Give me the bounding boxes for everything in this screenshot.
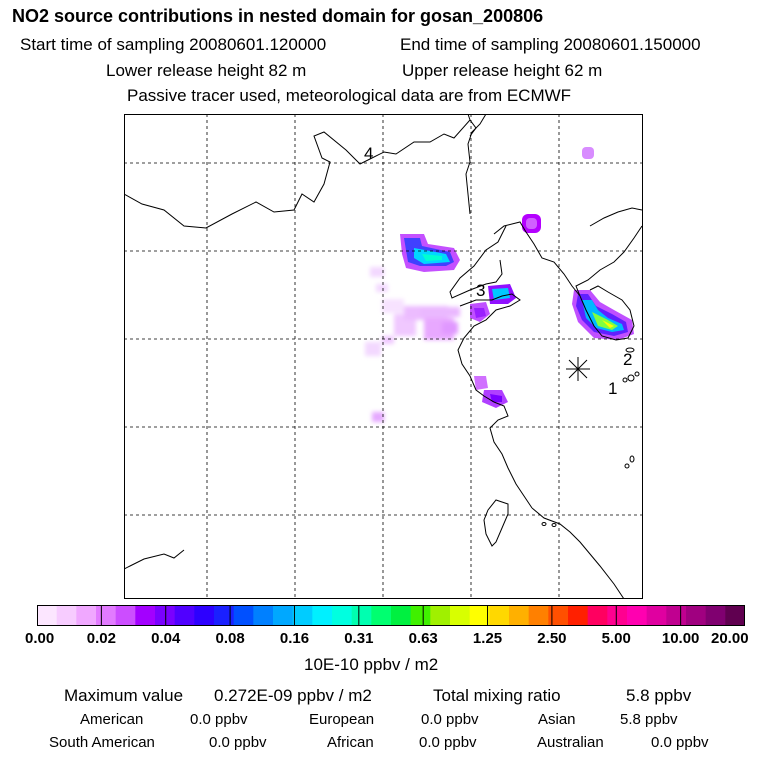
end-time-label: End time of sampling 20080601.150000 <box>400 35 701 54</box>
region-name-european: European <box>309 711 375 728</box>
region-value-african: 0.0 ppbv <box>419 734 477 751</box>
colorbar-cell <box>155 605 176 626</box>
colorbar-cell <box>705 605 726 626</box>
colorbar-cell <box>528 605 549 626</box>
colorbar-cell <box>371 605 392 626</box>
colorbar-tick-label: 2.50 <box>537 630 567 647</box>
colorbar-cell <box>76 605 97 626</box>
colorbar-cell <box>174 605 195 626</box>
region-label-3: 3 <box>476 281 485 300</box>
region-value-south-american: 0.0 ppbv <box>209 734 267 751</box>
map-frame <box>124 114 643 599</box>
colorbar-cell <box>312 605 333 626</box>
colorbar-cell <box>96 605 117 626</box>
region-name-south-american: South American <box>49 734 155 751</box>
colorbar-cell <box>430 605 451 626</box>
colorbar-cell <box>391 605 412 626</box>
colorbar-cell <box>194 605 215 626</box>
colorbar-cell <box>587 605 608 626</box>
colorbar-cell <box>56 605 77 626</box>
colorbar-cell <box>489 605 510 626</box>
receptor-marker <box>566 357 590 381</box>
colorbar-tick-label: 0.04 <box>151 630 181 647</box>
colorbar-tick-label: 5.00 <box>601 630 631 647</box>
colorbar-cell <box>568 605 589 626</box>
colorbar-cell <box>332 605 353 626</box>
colorbar-cell <box>214 605 235 626</box>
colorbar-tick-label: 0.31 <box>344 630 374 647</box>
colorbar-cell <box>607 605 628 626</box>
region-name-american: American <box>80 711 144 728</box>
colorbar-tick-label: 0.02 <box>86 630 116 647</box>
colorbar-cell <box>292 605 313 626</box>
colorbar-cell <box>627 605 648 626</box>
region-label-1: 1 <box>608 379 617 398</box>
colorbar-cell <box>686 605 707 626</box>
colorbar-cell <box>273 605 294 626</box>
region-name-asian: Asian <box>538 711 576 728</box>
faint-source-plumes <box>365 267 460 422</box>
colorbar-cell <box>646 605 667 626</box>
colorbar-cell <box>351 605 372 626</box>
region-value-european: 0.0 ppbv <box>421 711 479 728</box>
region-value-australian: 0.0 ppbv <box>651 734 709 751</box>
colorbar-cell <box>115 605 136 626</box>
region-label-4: 4 <box>364 144 373 163</box>
colorbar-cell <box>509 605 530 626</box>
colorbar-tick-label: 0.00 <box>25 630 55 647</box>
colorbar <box>37 605 745 626</box>
colorbar-cell <box>135 605 156 626</box>
colorbar-cell <box>450 605 471 626</box>
colorbar-tick-label: 0.08 <box>215 630 245 647</box>
colorbar-tick-label: 10.00 <box>661 630 700 647</box>
region-name-african: African <box>327 734 374 751</box>
colorbar-cell <box>233 605 254 626</box>
max-value-label: Maximum value <box>64 686 184 705</box>
max-value: 0.272E-09 ppbv / m2 <box>214 686 372 705</box>
colorbar-tick-label: 0.63 <box>408 630 438 647</box>
total-mixing-label: Total mixing ratio <box>433 686 561 705</box>
colorbar-cell <box>469 605 490 626</box>
colorbar-tick-label: 1.25 <box>472 630 503 647</box>
colorbar-tick-label: 20.00 <box>711 630 749 647</box>
region-value-american: 0.0 ppbv <box>190 711 248 728</box>
lower-release-label: Lower release height 82 m <box>106 61 307 80</box>
region-name-australian: Australian <box>537 734 604 751</box>
region-value-asian: 5.8 ppbv <box>620 711 678 728</box>
region-label-2: 2 <box>623 350 632 369</box>
colorbar-cell <box>410 605 431 626</box>
colorbar-cell <box>253 605 274 626</box>
colorbar-tick-label: 0.16 <box>279 630 310 647</box>
source-plumes <box>400 147 634 408</box>
colorbar-cell <box>548 605 569 626</box>
start-time-label: Start time of sampling 20080601.120000 <box>20 35 327 54</box>
page-title: NO2 source contributions in nested domai… <box>12 6 544 26</box>
upper-release-label: Upper release height 62 m <box>402 61 603 80</box>
colorbar-cell <box>725 605 745 626</box>
colorbar-units: 10E-10 ppbv / m2 <box>304 655 439 674</box>
map-panel: 1 2 3 4 <box>124 114 643 599</box>
grid-lines <box>124 114 643 599</box>
total-mixing-value: 5.8 ppbv <box>626 686 692 705</box>
tracer-note: Passive tracer used, meteorological data… <box>127 86 572 105</box>
coastlines <box>124 114 643 599</box>
colorbar-cell <box>666 605 687 626</box>
colorbar-cell <box>37 605 58 626</box>
